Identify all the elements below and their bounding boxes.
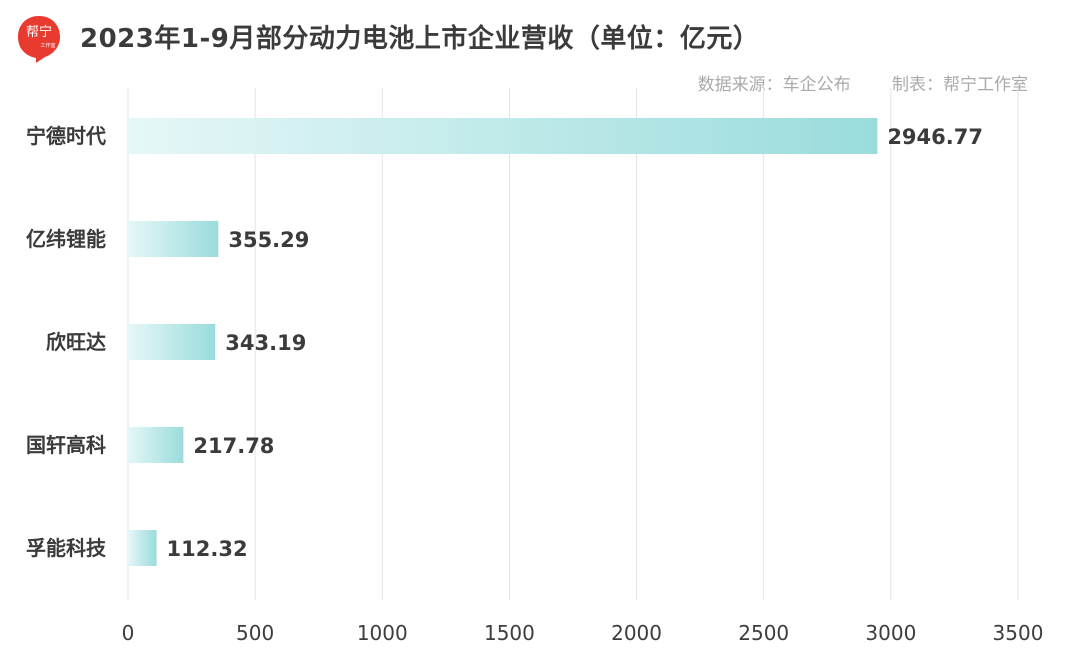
grid-lines bbox=[127, 88, 1019, 600]
value-label: 343.19 bbox=[225, 331, 306, 355]
bar bbox=[128, 530, 157, 566]
bar bbox=[128, 118, 878, 154]
x-tick-label: 1000 bbox=[357, 621, 408, 645]
x-tick-label: 2000 bbox=[611, 621, 662, 645]
chart-title: 2023年1-9月部分动力电池上市企业营收（单位：亿元） bbox=[80, 24, 760, 54]
bar bbox=[128, 221, 219, 257]
x-tick-label: 3500 bbox=[993, 621, 1044, 645]
x-tick-label: 1500 bbox=[484, 621, 535, 645]
x-tick-label: 0 bbox=[122, 621, 135, 645]
value-label: 355.29 bbox=[228, 228, 309, 252]
category-label: 孚能科技 bbox=[26, 536, 107, 560]
x-tick-label: 2500 bbox=[738, 621, 789, 645]
logo-icon: 帮宁 工作室 bbox=[18, 16, 60, 63]
chart-credits: 数据来源：车企公布 制表：帮宁工作室 bbox=[662, 70, 1028, 95]
value-label: 112.32 bbox=[167, 537, 248, 561]
category-label: 国轩高科 bbox=[26, 433, 106, 457]
value-label: 217.78 bbox=[193, 434, 274, 458]
bars bbox=[128, 118, 878, 566]
chart-maker: 制表：帮宁工作室 bbox=[892, 75, 1028, 95]
logo-small-text: 工作室 bbox=[40, 42, 55, 49]
bar bbox=[128, 324, 216, 360]
logo-text: 帮宁 bbox=[26, 24, 52, 40]
category-label: 欣旺达 bbox=[46, 330, 106, 354]
labels: 0 500 1000 1500 2000 2500 3000 3500 宁德时代 2946.77 亿… bbox=[26, 124, 1043, 645]
category-label: 宁德时代 bbox=[26, 124, 106, 148]
bar bbox=[128, 427, 184, 463]
x-tick-label: 3000 bbox=[865, 621, 916, 645]
data-source: 数据来源：车企公布 bbox=[697, 75, 851, 95]
value-label: 2946.77 bbox=[887, 125, 983, 149]
category-label: 亿纬锂能 bbox=[26, 227, 106, 251]
x-tick-label: 500 bbox=[236, 621, 274, 645]
